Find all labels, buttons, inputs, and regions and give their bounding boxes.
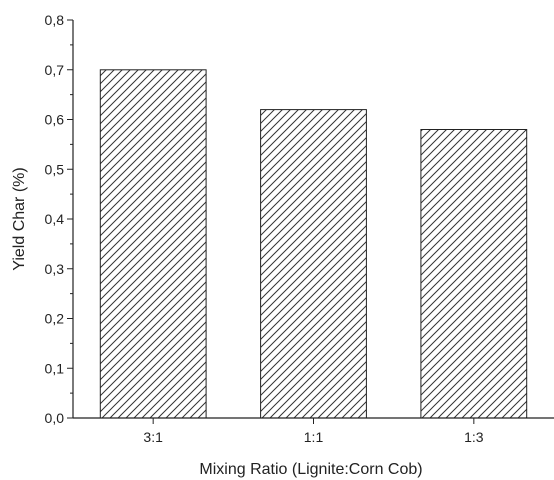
y-tick-label: 0,5 (45, 161, 65, 177)
y-tick-label: 0,3 (45, 261, 65, 277)
bar-3-1 (99, 69, 207, 419)
x-tick-label: 3:1 (143, 429, 163, 445)
y-tick-label: 0,2 (45, 311, 65, 327)
y-axis-title: Yield Char (%) (11, 167, 28, 270)
x-tick-label: 1:1 (304, 429, 324, 445)
axes-layer (67, 19, 554, 424)
y-tick-label: 0,4 (45, 211, 65, 227)
y-tick-label: 0,6 (45, 112, 65, 128)
y-tick-label: 0,7 (45, 62, 65, 78)
x-axis-title: Mixing Ratio (Lignite:Corn Cob) (199, 461, 422, 478)
y-tick-label: 0,1 (45, 360, 65, 376)
x-tick-label: 1:3 (464, 429, 484, 445)
bar-1-3 (420, 129, 528, 419)
y-tick-label: 0,8 (45, 12, 65, 28)
bar-1-1 (260, 109, 367, 419)
bars-layer (99, 69, 528, 419)
labels-layer: 3:1 1:1 1:3 0,0 0,1 0,2 0,3 0,4 0,5 0,6 0,7 0,8 (45, 12, 484, 445)
y-tick-label: 0,0 (45, 410, 65, 426)
